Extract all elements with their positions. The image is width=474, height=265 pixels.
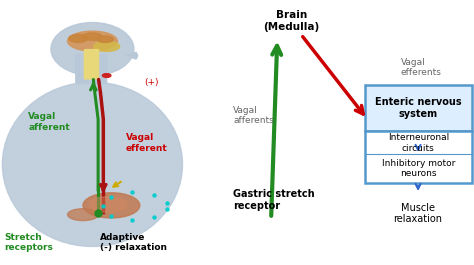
Text: Stretch
receptors: Stretch receptors [5, 233, 54, 252]
Text: Vagal
afferent: Vagal afferent [28, 112, 70, 132]
Text: Vagal
afferents: Vagal afferents [233, 105, 274, 125]
FancyBboxPatch shape [76, 54, 107, 83]
Text: (+): (+) [145, 78, 159, 87]
Text: Vagal
efferents: Vagal efferents [401, 58, 441, 77]
Text: Enteric nervous
system: Enteric nervous system [375, 97, 462, 119]
Ellipse shape [2, 82, 182, 246]
FancyBboxPatch shape [84, 50, 99, 79]
Ellipse shape [83, 193, 140, 218]
Ellipse shape [69, 34, 88, 42]
Text: Gastric stretch
receptor: Gastric stretch receptor [233, 189, 315, 211]
Text: Vagal
efferent: Vagal efferent [126, 133, 167, 153]
Ellipse shape [67, 209, 99, 220]
Wedge shape [126, 52, 137, 59]
Ellipse shape [83, 33, 102, 40]
Text: Interneuronal
circuits: Interneuronal circuits [388, 133, 449, 152]
Bar [365, 131, 472, 183]
Ellipse shape [51, 23, 134, 76]
Text: Adaptive
(-) relaxation: Adaptive (-) relaxation [100, 233, 166, 252]
Ellipse shape [68, 31, 117, 51]
Ellipse shape [97, 36, 113, 42]
Ellipse shape [94, 41, 119, 51]
Ellipse shape [89, 197, 127, 213]
Ellipse shape [102, 74, 111, 77]
Text: Brain
(Medulla): Brain (Medulla) [264, 10, 319, 32]
Text: Muscle
relaxation: Muscle relaxation [393, 202, 443, 224]
Text: Inhibitory motor
neurons: Inhibitory motor neurons [382, 159, 455, 178]
Bar [365, 85, 472, 131]
